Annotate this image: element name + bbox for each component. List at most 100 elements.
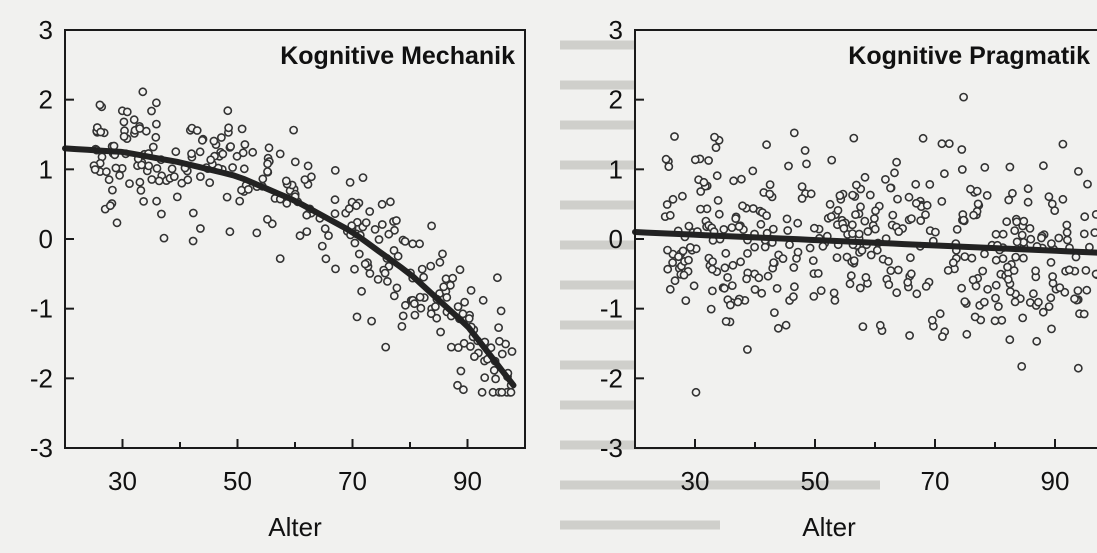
scatter-point (893, 159, 900, 166)
x-tick-label: 30 (108, 466, 137, 496)
scatter-point (831, 289, 838, 296)
scatter-point (663, 156, 670, 163)
scatter-point (1083, 287, 1090, 294)
scatter-point (1046, 303, 1053, 310)
scatter-point (277, 255, 284, 262)
scatter-point (113, 219, 120, 226)
scatter-point (895, 266, 902, 273)
scatter-point (400, 312, 407, 319)
scatter-point (420, 274, 427, 281)
scatter-point (1032, 267, 1039, 274)
scatter-point (714, 172, 721, 179)
scatter-point (709, 266, 716, 273)
scatter-point (992, 231, 999, 238)
scatter-point (265, 144, 272, 151)
scatter-point (887, 184, 894, 191)
scatter-point (366, 208, 373, 215)
scatter-point (711, 134, 718, 141)
scatter-point (496, 338, 503, 345)
scatter-point (351, 266, 358, 273)
scatter-point (158, 210, 165, 217)
scatter-point (1007, 288, 1014, 295)
scatter-point (358, 288, 365, 295)
scatter-point (1059, 196, 1066, 203)
scatter-point (382, 270, 389, 277)
scatter-point (1049, 273, 1056, 280)
scatter-point (867, 191, 874, 198)
scatter-point (808, 190, 815, 197)
scatter-point (954, 226, 961, 233)
scatter-point (241, 141, 248, 148)
scatter-point (995, 303, 1002, 310)
scatter-point (1064, 236, 1071, 243)
scatter-point (382, 344, 389, 351)
scatter-point (961, 298, 968, 305)
scatter-point (136, 179, 143, 186)
scatter-point (139, 88, 146, 95)
scatter-point (238, 187, 245, 194)
scatter-point (783, 322, 790, 329)
scatter-point (743, 275, 750, 282)
scatter-point (961, 253, 968, 260)
scatter-point (708, 306, 715, 313)
scatter-point (734, 298, 741, 305)
scatter-point (1049, 200, 1056, 207)
scatter-point (331, 196, 338, 203)
scatter-point (224, 107, 231, 114)
x-tick-label: 50 (801, 466, 830, 496)
scatter-point (239, 125, 246, 132)
scatter-point (437, 328, 444, 335)
scatter-point (448, 344, 455, 351)
scatter-point (727, 301, 734, 308)
scatter-point (774, 285, 781, 292)
scatter-point (233, 153, 240, 160)
scatter-point (723, 318, 730, 325)
x-axis-label: Alter (268, 512, 322, 542)
scatter-point (362, 260, 369, 267)
scatter-point (249, 149, 256, 156)
scatter-point (664, 266, 671, 273)
scatter-point (411, 312, 418, 319)
scatter-point (153, 99, 160, 106)
scatter-point (124, 108, 131, 115)
scatter-point (857, 203, 864, 210)
scatter-point (834, 207, 841, 214)
scatter-point (375, 276, 382, 283)
scatter-point (864, 228, 871, 235)
scatter-point (861, 174, 868, 181)
scatter-point (372, 226, 379, 233)
scatter-point (697, 188, 704, 195)
scatter-point (197, 225, 204, 232)
scatter-point (1025, 185, 1032, 192)
scatter-point (732, 215, 739, 222)
x-tick-label: 90 (453, 466, 482, 496)
scatter-point (992, 295, 999, 302)
scatter-point (236, 198, 243, 205)
scatter-point (872, 207, 879, 214)
scatter-point (1081, 310, 1088, 317)
scatter-point (895, 228, 902, 235)
scatter-point (730, 177, 737, 184)
scatter-point (290, 127, 297, 134)
y-tick-label: -2 (600, 363, 623, 393)
scatter-point (913, 200, 920, 207)
scatter-point (218, 134, 225, 141)
scatter-point (937, 310, 944, 317)
scatter-point (136, 125, 143, 132)
panel-kognitive-pragmatik: 3210-1-2-330 50 70 90 Kognitive Pragmatik A… (600, 15, 1097, 542)
scatter-point (305, 162, 312, 169)
scatter-point (691, 282, 698, 289)
scatter-point (958, 146, 965, 153)
scatter-point (697, 206, 704, 213)
scatter-point (904, 279, 911, 286)
scatter-point (993, 282, 1000, 289)
scatter-point (498, 389, 505, 396)
scatter-point (495, 324, 502, 331)
scatter-point (190, 209, 197, 216)
scatter-point (1081, 230, 1088, 237)
scatter-point (799, 195, 806, 202)
scatter-point (456, 266, 463, 273)
scatter-point (1081, 213, 1088, 220)
scatter-point (960, 94, 967, 101)
scatter-point (692, 156, 699, 163)
